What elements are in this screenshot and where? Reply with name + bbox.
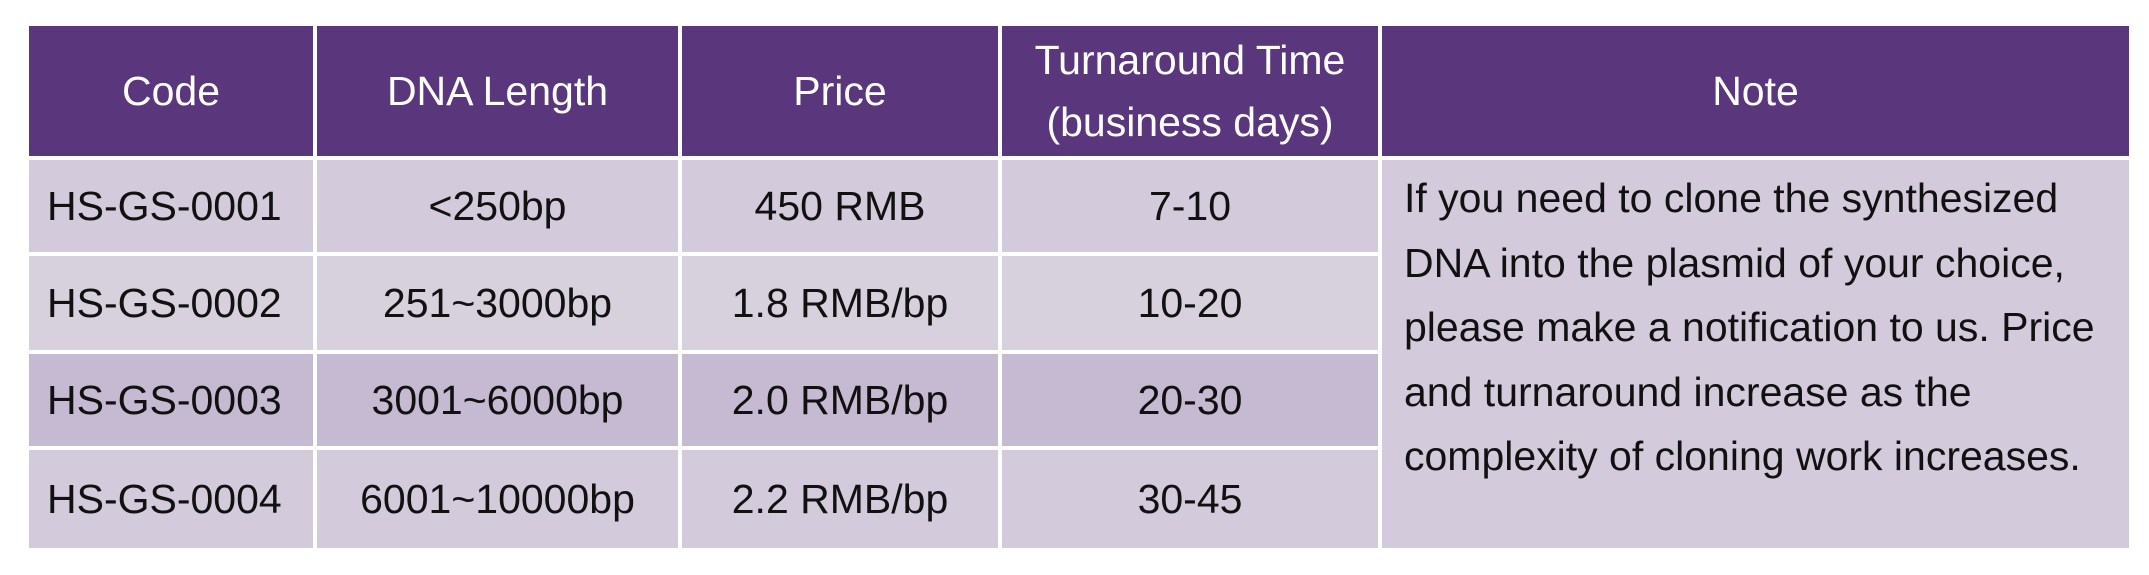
cell-turnaround: 30-45: [1002, 450, 1378, 548]
table-row: HS-GS-0001 <250bp 450 RMB 7-10 If you ne…: [29, 160, 2129, 548]
cell-code: HS-GS-0001: [29, 160, 313, 253]
cell-dna-length: <250bp: [317, 160, 678, 253]
pricing-table-container: Code DNA Length Price Turnaround Time (b…: [29, 26, 2129, 548]
table-row: HS-GS-0004 6001~10000bp 2.2 RMB/bp 30-45: [29, 450, 2129, 548]
table-row: HS-GS-0002 251~3000bp 1.8 RMB/bp 10-20: [29, 256, 2129, 350]
table-header-row: Code DNA Length Price Turnaround Time (b…: [29, 26, 2129, 156]
cell-price: 2.0 RMB/bp: [682, 353, 998, 447]
table-row: HS-GS-0003 3001~6000bp 2.0 RMB/bp 20-30: [29, 353, 2129, 447]
header-price: Price: [682, 26, 998, 156]
header-turnaround-line1: Turnaround Time: [1034, 37, 1346, 83]
header-turnaround: Turnaround Time (business days): [1002, 26, 1378, 156]
cell-code: HS-GS-0003: [29, 353, 313, 447]
cell-note: If you need to clone the synthesized DNA…: [1382, 160, 2129, 548]
cell-code: HS-GS-0004: [29, 450, 313, 548]
cell-code: HS-GS-0002: [29, 256, 313, 350]
header-code: Code: [29, 26, 313, 156]
cell-dna-length: 3001~6000bp: [317, 353, 678, 447]
cell-turnaround: 20-30: [1002, 353, 1378, 447]
cell-turnaround: 7-10: [1002, 160, 1378, 253]
cell-price: 2.2 RMB/bp: [682, 450, 998, 548]
header-note: Note: [1382, 26, 2129, 156]
cell-turnaround: 10-20: [1002, 256, 1378, 350]
header-turnaround-line2: (business days): [1046, 99, 1334, 145]
header-dna-length: DNA Length: [317, 26, 678, 156]
cell-dna-length: 251~3000bp: [317, 256, 678, 350]
cell-dna-length: 6001~10000bp: [317, 450, 678, 548]
cell-price: 1.8 RMB/bp: [682, 256, 998, 350]
cell-price: 450 RMB: [682, 160, 998, 253]
pricing-table: Code DNA Length Price Turnaround Time (b…: [25, 22, 2133, 552]
